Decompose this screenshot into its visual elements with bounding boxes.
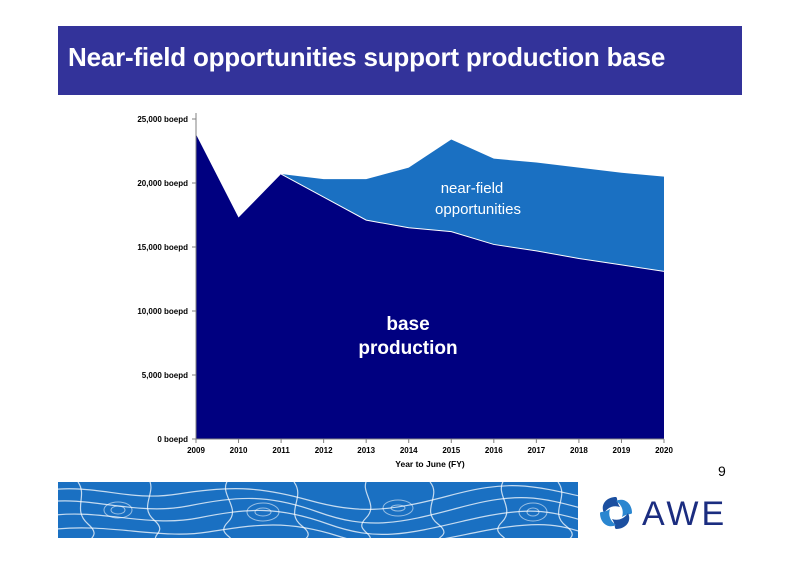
y-tick-label: 10,000 boepd bbox=[137, 307, 188, 316]
x-tick-label: 2013 bbox=[357, 446, 375, 455]
x-tick-label: 2015 bbox=[442, 446, 460, 455]
slide-title: Near-field opportunities support product… bbox=[68, 42, 666, 72]
x-tick-label: 2014 bbox=[400, 446, 418, 455]
base-production-series-label: production bbox=[358, 338, 457, 359]
y-tick-label: 15,000 boepd bbox=[137, 243, 188, 252]
logo-text: AWE bbox=[642, 495, 728, 533]
topographic-pattern bbox=[58, 482, 578, 538]
x-tick-label: 2020 bbox=[655, 446, 673, 455]
title-bar: Near-field opportunities support product… bbox=[58, 26, 742, 95]
near-field-series-label: near-field bbox=[441, 180, 504, 197]
base-production-series-label: base bbox=[386, 314, 429, 335]
y-tick-label: 0 boepd bbox=[157, 435, 188, 444]
x-tick-label: 2016 bbox=[485, 446, 503, 455]
series-boundary-line bbox=[280, 173, 665, 272]
x-tick-label: 2012 bbox=[315, 446, 333, 455]
x-tick-label: 2017 bbox=[527, 446, 545, 455]
near-field-series-label: opportunities bbox=[435, 201, 521, 218]
awe-swirl-icon bbox=[600, 497, 632, 529]
page-number: 9 bbox=[718, 463, 726, 479]
x-tick-label: 2018 bbox=[570, 446, 588, 455]
y-tick-label: 20,000 boepd bbox=[137, 179, 188, 188]
awe-logo: AWE bbox=[596, 491, 746, 536]
x-tick-label: 2019 bbox=[613, 446, 631, 455]
x-axis-title: Year to June (FY) bbox=[395, 459, 465, 469]
x-tick-label: 2011 bbox=[272, 446, 290, 455]
x-tick-label: 2009 bbox=[187, 446, 205, 455]
y-tick-label: 5,000 boepd bbox=[142, 371, 188, 380]
base-production-area bbox=[196, 134, 664, 440]
y-tick-label: 25,000 boepd bbox=[137, 115, 188, 124]
near-field-area bbox=[196, 134, 664, 272]
x-tick-label: 2010 bbox=[230, 446, 248, 455]
topographic-footer-band bbox=[58, 482, 578, 538]
